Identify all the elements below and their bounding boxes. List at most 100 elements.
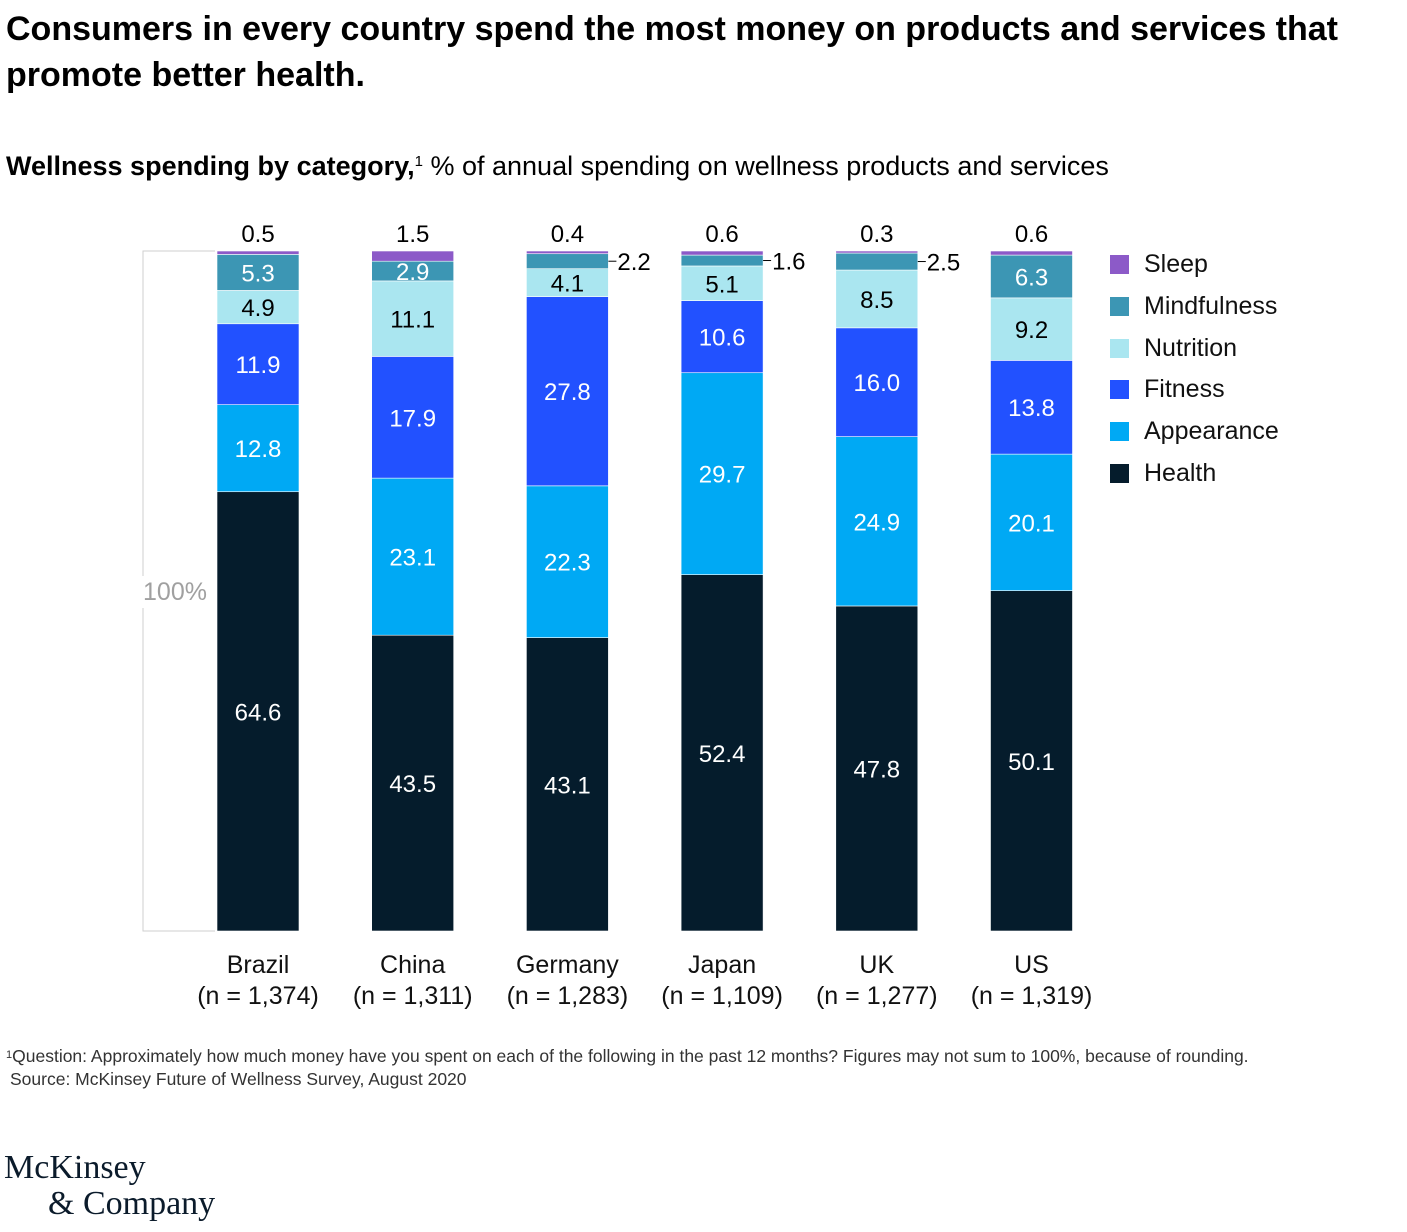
total-label: 100% <box>143 578 207 606</box>
logo-line-2: & Company <box>48 1185 216 1222</box>
legend-label-nutrition: Nutrition <box>1144 333 1238 362</box>
legend-label-fitness: Fitness <box>1144 375 1225 404</box>
bar-china-appearance <box>371 477 455 636</box>
label-japan-appearance: 29.7 <box>699 462 746 489</box>
category-label-us: US <box>1014 951 1049 979</box>
label-germany-sleep: 0.4 <box>551 221 584 248</box>
bar-japan-health <box>680 574 764 932</box>
total-label-backing <box>141 576 209 608</box>
bar-brazil-sleep <box>216 250 300 255</box>
bar-us-mindfulness <box>990 254 1073 299</box>
bar-us-sleep <box>990 250 1073 256</box>
bar-uk-appearance <box>835 436 919 607</box>
label-china-fitness: 17.9 <box>389 405 436 432</box>
category-label-japan: Japan <box>688 951 756 979</box>
label-uk-appearance: 24.9 <box>853 509 900 536</box>
footnote-source-text: Source: McKinsey Future of Wellness Surv… <box>10 1069 467 1089</box>
label-us-health: 50.1 <box>1008 749 1055 776</box>
label-china-appearance: 23.1 <box>389 545 436 572</box>
legend-label-sleep: Sleep <box>1144 250 1208 279</box>
bar-uk-sleep <box>835 250 919 254</box>
bar-germany-sleep <box>526 250 609 255</box>
bar-germany-fitness <box>526 296 609 487</box>
label-us-nutrition: 9.2 <box>1015 317 1048 344</box>
label-brazil-appearance: 12.8 <box>235 436 282 463</box>
label-china-sleep: 1.5 <box>396 221 429 248</box>
label-uk-mindfulness: 2.5 <box>927 250 960 277</box>
legend-item-fitness: Fitness <box>1110 369 1279 411</box>
bar-brazil-health <box>216 491 300 932</box>
footnote: 1Question: Approximately how much money … <box>6 1045 1401 1091</box>
bar-uk-mindfulness <box>835 252 919 271</box>
bar-uk-fitness <box>835 327 919 437</box>
legend-item-appearance: Appearance <box>1110 411 1279 453</box>
label-uk-fitness: 16.0 <box>853 370 900 397</box>
legend-swatch-health <box>1110 463 1129 483</box>
label-japan-health: 52.4 <box>699 741 746 768</box>
logo-line-1: McKinsey <box>4 1149 146 1186</box>
label-china-nutrition: 11.1 <box>390 307 435 334</box>
stacked-bar-chart: 100% 64.6 12.8 11.9 4.9 5.3 0.5 Brazil (n = 1,37… <box>141 221 1093 1010</box>
legend-swatch-nutrition <box>1110 338 1129 358</box>
label-japan-nutrition: 5.1 <box>705 271 738 298</box>
bar-uk-health <box>835 605 919 932</box>
subtitle-footnote-marker: 1 <box>414 153 423 170</box>
chart-subtitle: Wellness spending by category,1 % of ann… <box>6 148 1109 184</box>
legend-swatch-mindfulness <box>1110 297 1129 317</box>
bar-japan-sleep <box>680 250 764 256</box>
bar-china-health <box>371 634 455 932</box>
legend-swatch-appearance <box>1110 422 1129 442</box>
bar-germany-health <box>526 637 609 932</box>
label-germany-fitness: 27.8 <box>544 379 591 406</box>
legend-item-health: Health <box>1110 452 1279 494</box>
footnote-source: Source: McKinsey Future of Wellness Surv… <box>6 1068 1401 1091</box>
legend-item-nutrition: Nutrition <box>1110 327 1279 369</box>
bar-uk-nutrition <box>835 269 919 329</box>
subtitle-bold: Wellness spending by category, <box>6 151 415 181</box>
legend-label-appearance: Appearance <box>1144 417 1279 446</box>
bar-germany-mindfulness <box>526 253 609 269</box>
label-brazil-fitness: 11.9 <box>236 352 281 379</box>
bar-china-sleep <box>371 250 455 262</box>
label-japan-mindfulness: 1.6 <box>772 249 805 276</box>
label-germany-appearance: 22.3 <box>544 550 591 577</box>
label-brazil-sleep: 0.5 <box>241 221 274 248</box>
chart-legend: Sleep Mindfulness Nutrition Fitness Appearan… <box>1110 244 1279 494</box>
category-label-brazil: Brazil <box>227 951 290 979</box>
category-sublabel-us: (n = 1,319) <box>971 982 1093 1010</box>
category-sublabel-brazil: (n = 1,374) <box>197 982 319 1010</box>
category-sublabel-japan: (n = 1,109) <box>661 982 783 1010</box>
label-brazil-health: 64.6 <box>235 699 282 726</box>
bar-brazil-mindfulness <box>216 254 300 291</box>
label-us-fitness: 13.8 <box>1008 395 1055 422</box>
label-uk-sleep: 0.3 <box>860 221 893 248</box>
label-japan-sleep: 0.6 <box>705 221 738 248</box>
label-china-health: 43.5 <box>389 771 436 798</box>
label-japan-fitness: 10.6 <box>699 325 746 352</box>
category-sublabel-china: (n = 1,311) <box>353 982 473 1010</box>
subtitle-rest: % of annual spending on wellness product… <box>422 151 1109 181</box>
footnote-marker: 1 <box>6 1049 13 1061</box>
legend-item-mindfulness: Mindfulness <box>1110 286 1279 328</box>
bar-japan-fitness <box>680 300 764 374</box>
category-sublabel-germany: (n = 1,283) <box>507 982 629 1010</box>
label-us-appearance: 20.1 <box>1008 510 1055 537</box>
bar-china-nutrition <box>371 280 455 357</box>
label-uk-nutrition: 8.5 <box>860 287 893 314</box>
legend-swatch-sleep <box>1110 255 1129 275</box>
bar-us-nutrition <box>990 297 1073 361</box>
label-germany-nutrition: 4.1 <box>551 271 584 298</box>
label-us-mindfulness: 6.3 <box>1015 264 1048 291</box>
label-us-sleep: 0.6 <box>1015 221 1048 248</box>
category-label-uk: UK <box>859 951 894 979</box>
label-brazil-mindfulness: 5.3 <box>241 260 274 287</box>
bar-japan-appearance <box>680 372 764 575</box>
legend-item-sleep: Sleep <box>1110 244 1279 286</box>
category-label-germany: Germany <box>516 951 619 979</box>
footnote-question-text: Question: Approximately how much money h… <box>12 1046 1249 1066</box>
bar-brazil-nutrition <box>216 290 300 325</box>
footnote-question: 1Question: Approximately how much money … <box>6 1045 1401 1068</box>
label-germany-health: 43.1 <box>544 772 591 799</box>
legend-swatch-fitness <box>1110 380 1129 400</box>
legend-label-health: Health <box>1144 458 1217 487</box>
